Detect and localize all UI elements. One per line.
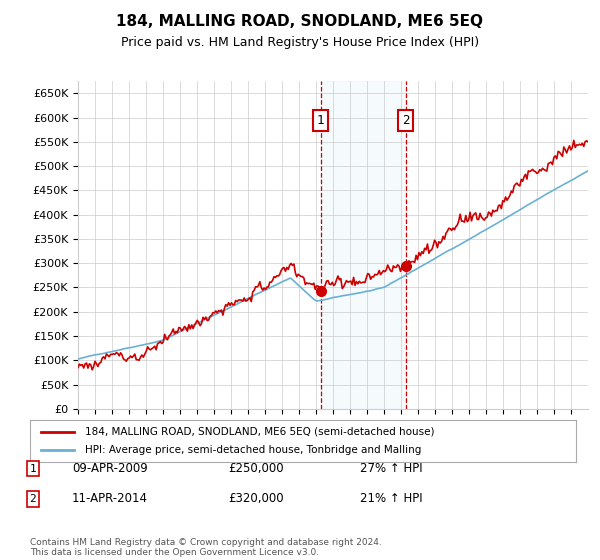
Text: 09-APR-2009: 09-APR-2009 — [72, 462, 148, 475]
Text: 184, MALLING ROAD, SNODLAND, ME6 5EQ: 184, MALLING ROAD, SNODLAND, ME6 5EQ — [116, 14, 484, 29]
Bar — [320, 81, 406, 409]
Text: 2: 2 — [29, 494, 37, 504]
Text: 27% ↑ HPI: 27% ↑ HPI — [360, 462, 422, 475]
Text: 184, MALLING ROAD, SNODLAND, ME6 5EQ (semi-detached house): 184, MALLING ROAD, SNODLAND, ME6 5EQ (se… — [85, 427, 434, 437]
Text: £250,000: £250,000 — [228, 462, 284, 475]
Text: £320,000: £320,000 — [228, 492, 284, 506]
Text: Contains HM Land Registry data © Crown copyright and database right 2024.
This d: Contains HM Land Registry data © Crown c… — [30, 538, 382, 557]
Text: 1: 1 — [317, 114, 325, 127]
Text: HPI: Average price, semi-detached house, Tonbridge and Malling: HPI: Average price, semi-detached house,… — [85, 445, 421, 455]
Text: 21% ↑ HPI: 21% ↑ HPI — [360, 492, 422, 506]
Text: 1: 1 — [29, 464, 37, 474]
Text: 11-APR-2014: 11-APR-2014 — [72, 492, 148, 506]
Text: Price paid vs. HM Land Registry's House Price Index (HPI): Price paid vs. HM Land Registry's House … — [121, 36, 479, 49]
Text: 2: 2 — [402, 114, 410, 127]
